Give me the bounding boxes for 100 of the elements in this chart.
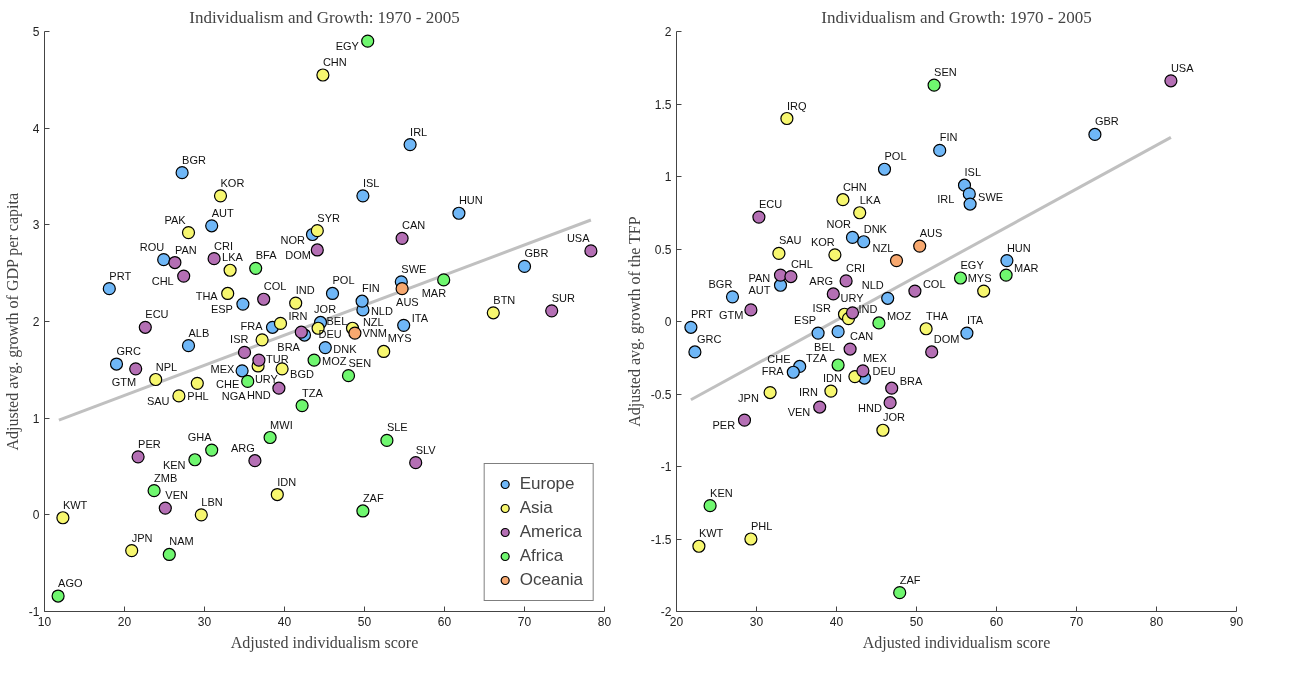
data-label: PHL <box>750 520 773 532</box>
data-label: AUS <box>919 227 943 240</box>
point <box>872 316 886 330</box>
y-tick-label: 1.5 <box>654 97 672 112</box>
data-label: IRL <box>937 192 955 205</box>
point <box>131 450 145 464</box>
data-label: NPL <box>155 360 178 373</box>
data-label: DEU <box>318 328 342 341</box>
point <box>270 487 284 502</box>
data-label: PER <box>138 437 161 450</box>
data-label: ISR <box>230 332 249 345</box>
point <box>316 68 330 82</box>
data-label: JPN <box>738 391 759 404</box>
x-axis-title: Adjusted individualism score <box>862 633 1051 652</box>
point <box>102 282 116 296</box>
point <box>843 342 857 356</box>
point <box>877 162 892 176</box>
point <box>883 396 897 410</box>
data-label: IRN <box>798 386 818 399</box>
point <box>811 326 825 340</box>
data-label: PRT <box>690 308 713 321</box>
point <box>249 261 263 275</box>
point <box>857 235 871 249</box>
point <box>273 316 288 331</box>
data-label: IRQ <box>786 99 807 112</box>
data-label: NGA <box>221 390 247 403</box>
point <box>725 290 740 304</box>
data-label: DOM <box>933 332 960 345</box>
x-tick-label: 70 <box>517 614 532 629</box>
data-label: KWT <box>698 527 724 540</box>
data-label: TZA <box>302 386 324 399</box>
data-label: VEN <box>165 489 188 502</box>
point <box>960 326 974 340</box>
data-label: IDN <box>277 475 297 488</box>
data-label: CHE <box>216 377 240 390</box>
data-label: PHL <box>187 390 209 403</box>
point <box>452 206 466 220</box>
data-label: KEN <box>710 486 733 499</box>
data-label: HUN <box>458 194 483 207</box>
data-label: BEL <box>814 340 835 353</box>
data-label: PAK <box>164 213 187 226</box>
point <box>162 547 176 562</box>
x-tick-label: 10 <box>37 614 52 629</box>
data-label: NZL <box>362 316 384 329</box>
legend-label: Asia <box>519 498 553 518</box>
data-label: NAM <box>169 535 194 548</box>
point <box>190 376 204 390</box>
point <box>355 294 369 308</box>
data-label: ROU <box>139 240 165 253</box>
point <box>341 369 356 383</box>
point <box>845 306 860 320</box>
point <box>784 269 798 284</box>
point <box>356 189 370 203</box>
point <box>395 282 409 296</box>
point <box>845 230 860 244</box>
x-tick-label: 90 <box>1229 614 1244 629</box>
point <box>310 224 324 238</box>
point <box>181 225 196 240</box>
point <box>688 345 702 359</box>
data-label: SAU <box>146 394 170 407</box>
data-label: CHL <box>151 275 174 288</box>
data-label: MOZ <box>322 355 347 368</box>
x-tick-label: 80 <box>597 614 612 629</box>
point <box>831 325 845 339</box>
point <box>272 381 286 395</box>
point <box>876 423 890 437</box>
point <box>237 345 252 360</box>
data-label: BGD <box>290 367 314 380</box>
data-label: FIN <box>362 282 380 295</box>
data-label: MOZ <box>886 309 912 322</box>
point <box>236 297 250 311</box>
data-label: TUR <box>266 352 289 365</box>
point <box>310 243 324 257</box>
point <box>129 362 143 376</box>
point <box>486 306 500 320</box>
data-label: THA <box>926 309 949 322</box>
point <box>175 166 189 180</box>
data-label: MWI <box>270 418 293 431</box>
x-tick-label: 60 <box>989 614 1004 629</box>
data-label: CAN <box>850 330 874 343</box>
data-label: PAN <box>174 243 197 256</box>
data-label: ECU <box>145 308 169 321</box>
point <box>255 333 269 347</box>
point <box>361 34 375 48</box>
point <box>684 320 698 334</box>
point <box>248 454 262 468</box>
data-label: GRC <box>116 345 141 358</box>
point <box>51 589 65 603</box>
data-label: DNK <box>333 342 358 355</box>
y-axis-title: Adjusted avg. growth of the TFP <box>625 216 644 427</box>
data-label: ISL <box>964 166 982 179</box>
point <box>752 210 766 224</box>
data-label: NLD <box>370 304 393 317</box>
point <box>919 322 933 336</box>
data-label: ITA <box>411 312 429 325</box>
data-label: GBR <box>1094 115 1119 128</box>
data-label: JOR <box>314 303 337 316</box>
point <box>257 292 271 306</box>
point <box>839 274 853 288</box>
data-label: VNM <box>362 327 387 340</box>
